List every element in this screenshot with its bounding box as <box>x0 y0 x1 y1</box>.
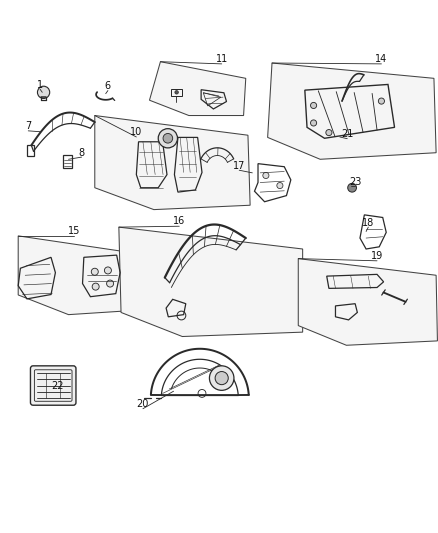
Text: 22: 22 <box>51 381 64 391</box>
Text: 8: 8 <box>78 148 85 158</box>
Polygon shape <box>119 227 302 336</box>
Polygon shape <box>267 63 435 159</box>
Circle shape <box>104 267 111 274</box>
Circle shape <box>106 280 113 287</box>
Text: 6: 6 <box>105 81 111 91</box>
Circle shape <box>92 283 99 290</box>
Circle shape <box>162 133 172 143</box>
Text: 18: 18 <box>361 218 374 228</box>
Text: 21: 21 <box>340 130 353 139</box>
Text: 15: 15 <box>68 225 80 236</box>
Polygon shape <box>95 116 250 209</box>
Text: 11: 11 <box>215 54 227 63</box>
Text: 23: 23 <box>348 177 360 187</box>
Circle shape <box>276 182 283 189</box>
Circle shape <box>37 86 49 99</box>
Circle shape <box>310 120 316 126</box>
Circle shape <box>310 102 316 109</box>
Polygon shape <box>297 259 436 345</box>
Text: 7: 7 <box>25 122 32 132</box>
Text: 16: 16 <box>173 216 185 226</box>
Circle shape <box>262 172 268 179</box>
Circle shape <box>215 372 228 385</box>
Text: 10: 10 <box>130 127 142 137</box>
Circle shape <box>209 366 233 390</box>
Circle shape <box>91 268 98 275</box>
Circle shape <box>325 130 331 136</box>
Circle shape <box>158 128 177 148</box>
Text: 14: 14 <box>374 54 387 63</box>
Text: 17: 17 <box>233 161 245 171</box>
Circle shape <box>174 91 178 94</box>
FancyBboxPatch shape <box>30 366 76 405</box>
Text: 19: 19 <box>370 251 382 261</box>
Text: 1: 1 <box>37 80 43 90</box>
Polygon shape <box>149 62 245 116</box>
Polygon shape <box>18 236 136 314</box>
Circle shape <box>378 98 384 104</box>
Text: 20: 20 <box>136 399 149 409</box>
Circle shape <box>347 183 356 192</box>
